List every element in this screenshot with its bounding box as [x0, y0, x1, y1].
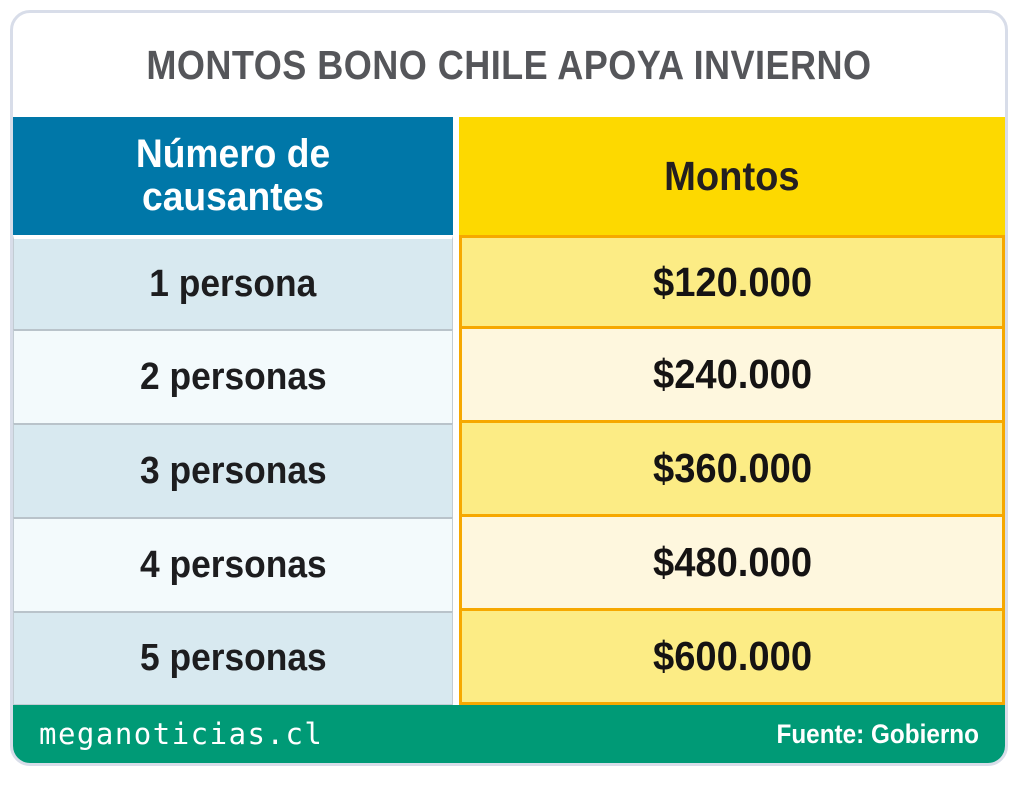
row-5-monto-label: $600.000	[652, 633, 812, 679]
row-5-causantes-label: 5 personas	[139, 637, 327, 679]
table-row-5-causantes: 5 personas	[13, 611, 454, 705]
column-divider	[453, 517, 460, 611]
column-divider	[453, 117, 460, 235]
table-row-4-causantes: 4 personas	[13, 517, 454, 611]
title-band: MONTOS BONO CHILE APOYA INVIERNO	[13, 13, 1005, 117]
row-3-monto-label: $360.000	[652, 445, 812, 491]
row-1-monto-label: $120.000	[652, 258, 812, 305]
row-3-causantes-label: 3 personas	[139, 449, 327, 492]
table-row-1-monto: $120.000	[459, 235, 1005, 329]
row-4-causantes-label: 4 personas	[139, 543, 327, 586]
table-row-4-monto: $480.000	[459, 517, 1005, 611]
column-divider	[453, 611, 460, 705]
row-2-monto-label: $240.000	[652, 351, 812, 397]
brand-label: meganoticias.cl	[39, 717, 324, 751]
row-4-monto-label: $480.000	[652, 539, 812, 585]
source-label: Fuente: Gobierno	[776, 718, 980, 749]
column-divider	[453, 423, 460, 517]
column-divider	[453, 235, 460, 329]
page-title: MONTOS BONO CHILE APOYA INVIERNO	[146, 41, 872, 88]
column-divider	[453, 329, 460, 423]
table-row-3-causantes: 3 personas	[13, 423, 454, 517]
table-row-2-monto: $240.000	[459, 329, 1005, 423]
amounts-table: Número de causantes Montos 1 persona $12…	[13, 117, 1005, 705]
column-header-causantes-label: Número de causantes	[136, 131, 331, 219]
footer-bar: meganoticias.cl Fuente: Gobierno	[13, 705, 1005, 763]
table-row-5-monto: $600.000	[459, 611, 1005, 705]
column-header-montos-label: Montos	[664, 152, 800, 199]
row-1-causantes-label: 1 persona	[149, 262, 317, 305]
row-2-causantes-label: 2 personas	[139, 355, 327, 398]
table-row-2-causantes: 2 personas	[13, 329, 454, 423]
column-header-montos: Montos	[459, 117, 1005, 235]
table-row-3-monto: $360.000	[459, 423, 1005, 517]
column-header-causantes: Número de causantes	[13, 117, 454, 235]
infographic-card: MONTOS BONO CHILE APOYA INVIERNO Número …	[10, 10, 1008, 766]
table-row-1-causantes: 1 persona	[13, 235, 454, 329]
